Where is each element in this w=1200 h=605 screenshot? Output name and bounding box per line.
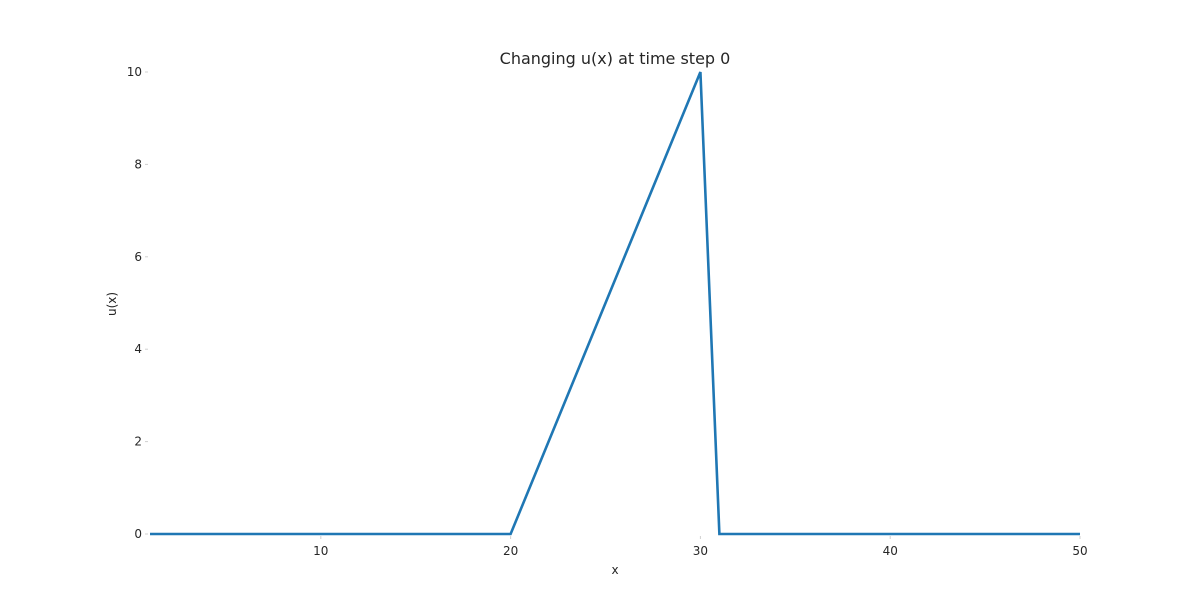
y-tick-label: 2 (134, 435, 142, 449)
x-tick-label: 50 (1072, 544, 1087, 558)
x-axis-title: x (611, 563, 618, 577)
y-tick-label: 8 (134, 157, 142, 171)
x-tick-label: 40 (883, 544, 898, 558)
y-tick-label: 10 (127, 65, 142, 79)
y-axis-title: u(x) (105, 292, 119, 316)
x-tick-label: 10 (313, 544, 328, 558)
y-axis: 0 2 4 6 8 10 (127, 65, 148, 541)
plot-area (150, 72, 1080, 534)
x-tick-label: 30 (693, 544, 708, 558)
series-line (150, 72, 1080, 534)
y-tick-label: 6 (134, 250, 142, 264)
chart-title: Changing u(x) at time step 0 (500, 49, 731, 68)
y-tick-label: 4 (134, 342, 142, 356)
x-axis: 10 20 30 40 50 (313, 536, 1087, 558)
x-tick-label: 20 (503, 544, 518, 558)
y-tick-label: 0 (134, 527, 142, 541)
